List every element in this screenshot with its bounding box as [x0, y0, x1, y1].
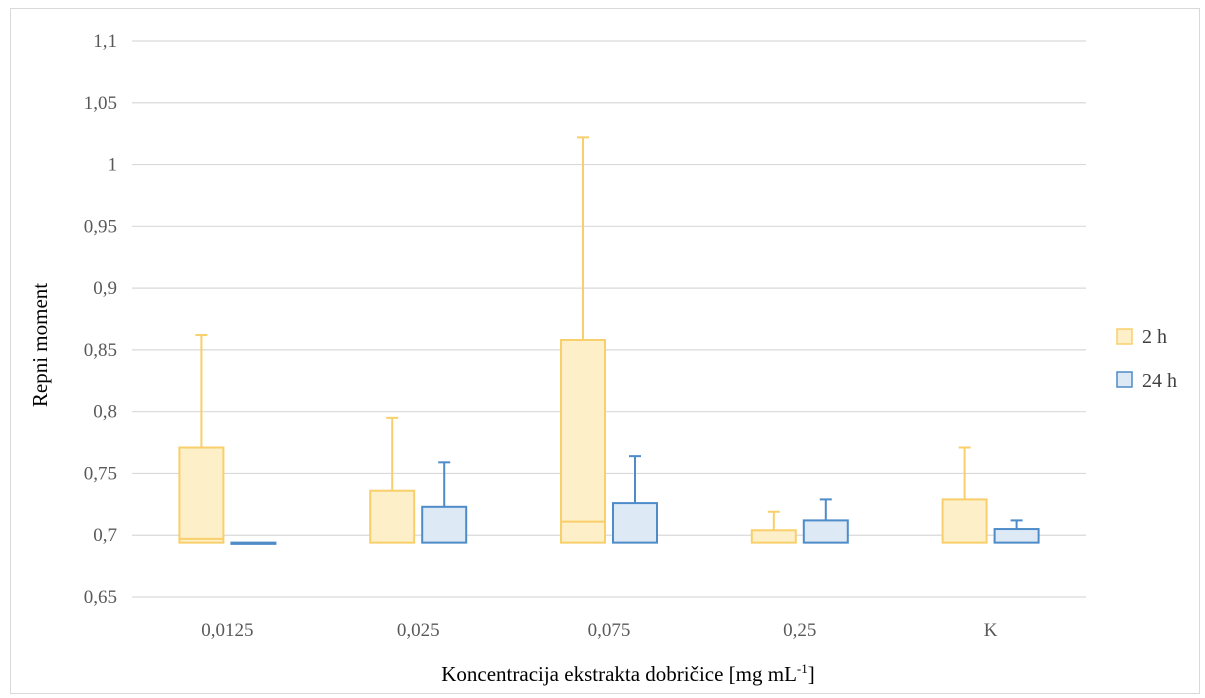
x-axis-title-end: ] — [808, 662, 815, 686]
y-tick-label: 0,9 — [93, 278, 117, 299]
box-24h — [993, 519, 1040, 544]
x-tick-label: K — [984, 620, 998, 641]
legend-swatch-24h — [1116, 371, 1133, 388]
box-24h — [230, 541, 277, 545]
box-2h — [941, 446, 988, 544]
y-axis-title: Repni moment — [28, 283, 52, 407]
box-series — [178, 136, 1040, 545]
legend-label-2h: 2 h — [1142, 326, 1167, 348]
y-tick-label: 1,05 — [84, 93, 117, 114]
legend: 2 h 24 h — [1116, 326, 1177, 392]
y-tick-label: 1 — [108, 155, 118, 176]
legend-label-24h: 24 h — [1142, 370, 1177, 392]
box-body — [230, 541, 277, 545]
box-body — [802, 519, 849, 544]
box-body — [560, 339, 606, 544]
box-24h — [421, 461, 468, 544]
box-body — [941, 498, 988, 544]
y-tick-labels: 0,65 0,7 0,75 0,8 0,85 0,9 0,95 1 1,05 1,1 — [84, 31, 117, 608]
box-body — [369, 489, 416, 544]
box-2h — [750, 510, 797, 544]
legend-swatch-2h — [1116, 328, 1133, 345]
x-tick-label: 0,075 — [588, 620, 631, 641]
box-2h — [560, 136, 606, 544]
y-tick-label: 0,7 — [93, 525, 117, 546]
y-tick-label: 0,8 — [93, 402, 117, 423]
chart-frame — [10, 8, 1200, 694]
box-body — [750, 529, 797, 544]
box-2h — [369, 416, 416, 544]
box-body — [421, 505, 468, 544]
box-24h — [612, 455, 658, 544]
x-tick-label: 0,0125 — [201, 620, 253, 641]
box-2h — [178, 334, 225, 544]
y-tick-label: 0,95 — [84, 216, 117, 237]
box-body — [178, 446, 225, 544]
x-axis-title-main: Koncentracija ekstrakta dobričice [mg mL — [441, 662, 797, 686]
box-24h — [802, 498, 849, 544]
y-tick-label: 1,1 — [93, 31, 117, 52]
y-tick-label: 0,65 — [84, 587, 117, 608]
y-tick-label: 0,85 — [84, 340, 117, 361]
box-body — [612, 502, 658, 544]
x-tick-labels: 0,0125 0,025 0,075 0,25 K — [201, 620, 997, 641]
gridlines — [132, 40, 1086, 598]
x-axis-title-superscript: -1 — [797, 661, 808, 676]
x-tick-label: 0,25 — [783, 620, 816, 641]
x-tick-label: 0,025 — [397, 620, 440, 641]
y-tick-label: 0,75 — [84, 463, 117, 484]
x-axis-title: Koncentracija ekstrakta dobričice [mg mL… — [441, 661, 815, 686]
box-body — [993, 528, 1040, 544]
